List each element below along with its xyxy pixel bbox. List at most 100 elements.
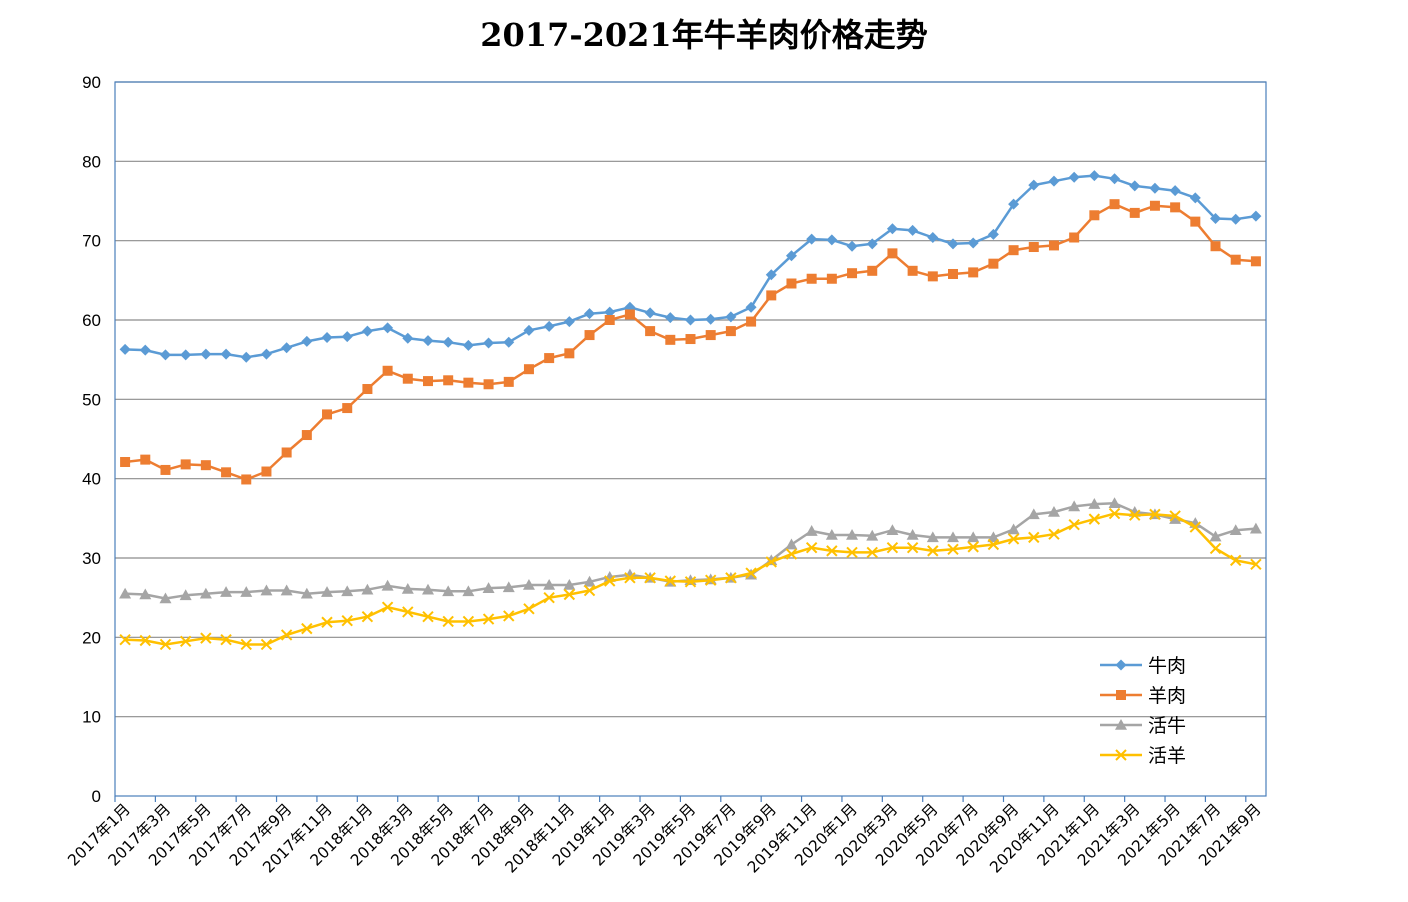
data-point-triangle (462, 585, 475, 597)
data-point-triangle (421, 583, 434, 595)
data-point-x (361, 610, 374, 623)
data-point-triangle (805, 525, 818, 536)
data-point-x (745, 567, 757, 579)
data-point-x (1149, 508, 1161, 521)
data-point-triangle (179, 589, 192, 601)
data-point-diamond (382, 322, 394, 334)
data-point-square (1109, 199, 1120, 210)
data-point-square (1028, 242, 1039, 253)
data-point-diamond (806, 233, 818, 245)
data-point-square (382, 365, 393, 376)
data-point-square (120, 457, 131, 468)
data-point-square (705, 330, 716, 341)
data-point-diamond (200, 348, 212, 360)
data-point-diamond (745, 301, 757, 313)
data-point-triangle (1047, 505, 1060, 517)
data-point-x (906, 541, 919, 554)
data-point-square (1149, 200, 1160, 211)
legend-marker (1115, 659, 1127, 671)
data-point-diamond (644, 307, 656, 319)
data-point-x (321, 616, 333, 628)
data-point-triangle (502, 581, 515, 593)
data-point-triangle (401, 582, 414, 594)
data-point-x (139, 634, 151, 647)
data-point-square (1089, 210, 1100, 221)
data-point-x (1129, 509, 1141, 521)
data-point-square (140, 454, 151, 465)
chart-title: 2017-2021年牛羊肉价格走势 (480, 16, 928, 54)
plot-area-border (114, 81, 1267, 797)
data-point-triangle (119, 587, 132, 599)
data-point-triangle (381, 579, 394, 591)
data-point-x (301, 622, 313, 635)
y-tick-label: 10 (82, 708, 101, 727)
legend-marker (1116, 690, 1126, 700)
data-point-square (483, 379, 494, 390)
data-point-diamond (1169, 185, 1181, 197)
data-point-square (988, 258, 999, 269)
data-point-diamond (785, 250, 797, 262)
data-point-square (1170, 202, 1181, 213)
data-point-x (482, 613, 495, 625)
data-point-square (281, 447, 292, 458)
data-point-diamond (826, 234, 838, 246)
legend-label: 活羊 (1148, 745, 1186, 767)
data-point-square (1250, 256, 1261, 267)
data-point-square (604, 315, 615, 325)
data-point-diamond (846, 240, 858, 252)
data-point-x (765, 556, 777, 568)
data-point-square (746, 316, 757, 327)
data-point-diamond (1230, 213, 1242, 225)
data-point-square (887, 248, 898, 259)
data-point-diamond (725, 311, 737, 323)
data-point-x (846, 546, 858, 559)
y-tick-label: 70 (82, 232, 101, 251)
y-tick-label: 20 (82, 628, 101, 647)
data-point-square (624, 309, 635, 320)
data-point-x (503, 610, 515, 622)
data-point-triangle (220, 586, 233, 597)
data-point-square (725, 326, 736, 337)
data-point-triangle (522, 578, 535, 590)
data-point-triangle (139, 588, 152, 600)
data-point-diamond (765, 269, 777, 281)
data-point-triangle (1027, 508, 1040, 520)
data-point-triangle (1088, 498, 1101, 509)
data-point-diamond (866, 238, 878, 250)
data-point-diamond (1048, 175, 1060, 187)
data-point-triangle (543, 578, 556, 590)
data-point-x (947, 543, 959, 555)
data-point-diamond (1210, 212, 1222, 224)
data-point-triangle (300, 587, 313, 599)
data-point-x (785, 548, 798, 560)
data-point-triangle (159, 592, 172, 604)
data-point-x (179, 635, 192, 648)
data-point-square (847, 268, 858, 279)
data-point-square (322, 409, 333, 420)
series-line-1 (125, 174, 1257, 359)
data-point-square (443, 375, 454, 386)
y-tick-label: 50 (82, 390, 101, 409)
data-point-x (240, 638, 252, 651)
data-point-x (1068, 518, 1080, 531)
data-point-x (462, 615, 475, 628)
data-point-diamond (563, 316, 575, 328)
data-point-triangle (846, 528, 859, 540)
data-point-diamond (1189, 192, 1201, 204)
data-point-square (665, 334, 676, 345)
y-tick-label: 0 (92, 787, 101, 806)
data-point-diamond (987, 228, 999, 240)
data-point-x (381, 601, 394, 613)
data-point-x (523, 603, 535, 615)
data-point-x (624, 572, 636, 584)
data-point-diamond (341, 331, 353, 343)
data-point-x (1189, 521, 1202, 533)
data-point-triangle (906, 528, 919, 540)
data-point-x (826, 545, 838, 557)
data-point-triangle (947, 531, 960, 543)
data-point-diamond (442, 336, 454, 348)
legend-label: 活牛 (1148, 715, 1186, 737)
data-point-triangle (1209, 530, 1222, 542)
data-point-diamond (685, 314, 696, 326)
data-point-square (362, 384, 373, 395)
